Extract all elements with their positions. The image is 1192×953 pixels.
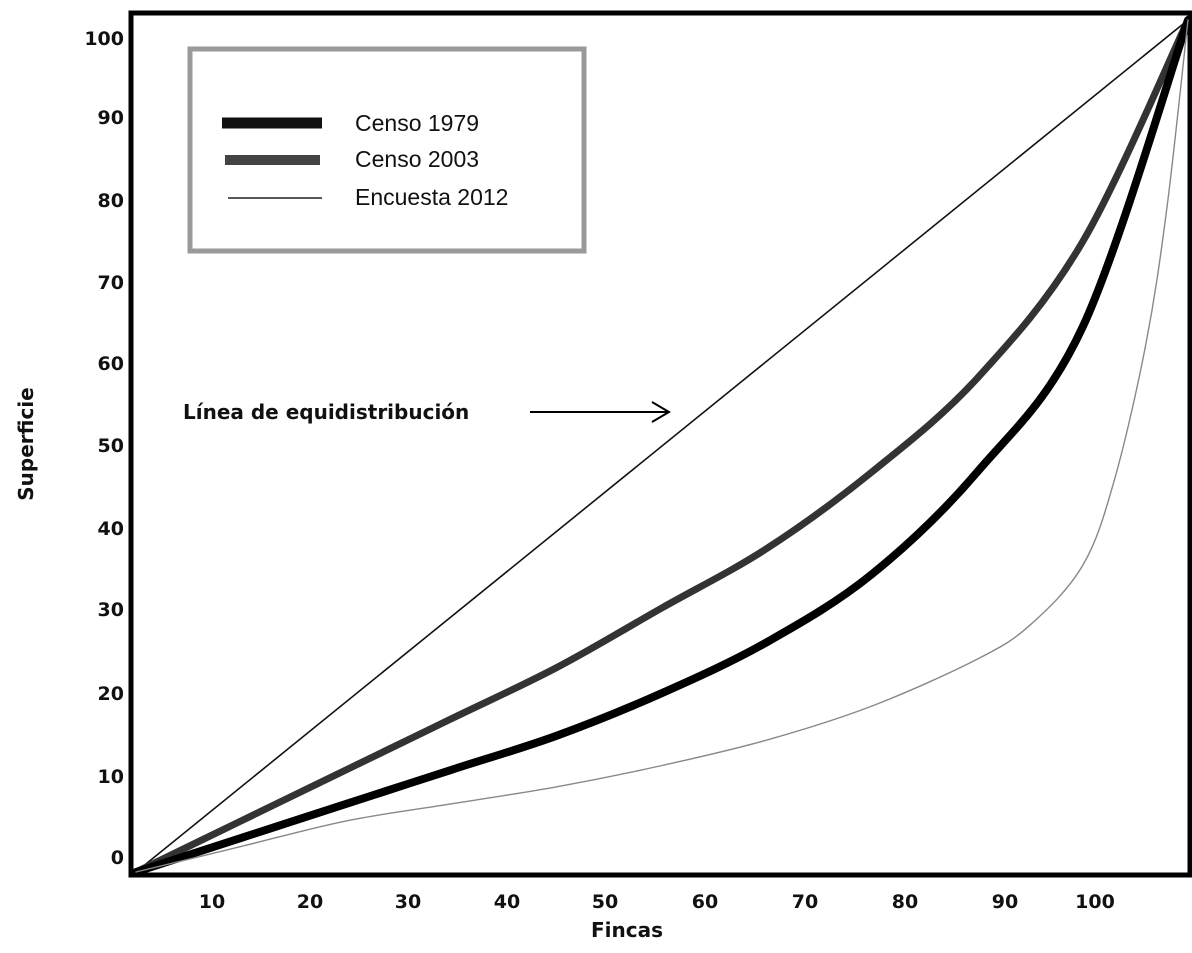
y-tick-label: 10 — [98, 766, 124, 788]
legend-box — [187, 46, 587, 254]
y-tick-label: 90 — [98, 107, 124, 129]
x-tick-label: 80 — [892, 891, 918, 913]
series-censo-1979 — [132, 16, 1192, 876]
x-tick-label: 50 — [592, 891, 618, 913]
x-tick-labels: 10 20 30 40 50 60 70 80 90 100 — [199, 891, 1115, 913]
series-censo-2003 — [132, 16, 1192, 876]
x-tick-label: 70 — [792, 891, 818, 913]
series-lines — [132, 16, 1192, 876]
annotation: Línea de equidistribución — [183, 400, 671, 424]
legend-label-censo-2003: Censo 2003 — [355, 146, 479, 172]
y-tick-label: 50 — [98, 435, 124, 457]
y-tick-label: 0 — [111, 847, 124, 869]
annotation-arrow-head — [651, 401, 671, 423]
y-axis-label: Superficie — [14, 387, 38, 501]
equidistribution-line — [135, 19, 1189, 873]
y-tick-label: 20 — [98, 683, 124, 705]
x-tick-label: 30 — [395, 891, 421, 913]
y-tick-label: 60 — [98, 353, 124, 375]
x-tick-label: 10 — [199, 891, 225, 913]
y-tick-labels: 0 10 20 30 40 50 60 70 80 90 100 — [84, 28, 124, 869]
y-tick-label: 30 — [98, 599, 124, 621]
x-tick-label: 20 — [297, 891, 323, 913]
series-encuesta-2012 — [135, 19, 1189, 873]
x-tick-label: 90 — [992, 891, 1018, 913]
y-tick-label: 40 — [98, 518, 124, 540]
y-tick-label: 70 — [98, 272, 124, 294]
x-tick-label: 40 — [494, 891, 520, 913]
plot-frame — [128, 10, 1192, 878]
legend-label-encuesta-2012: Encuesta 2012 — [355, 184, 508, 210]
y-tick-label: 80 — [98, 190, 124, 212]
x-tick-label: 100 — [1075, 891, 1115, 913]
x-tick-label: 60 — [692, 891, 718, 913]
annotation-text: Línea de equidistribución — [183, 400, 469, 424]
legend: Censo 1979 Censo 2003 Encuesta 2012 — [187, 46, 587, 254]
y-tick-label: 100 — [84, 28, 124, 50]
x-axis-label: Fincas — [591, 918, 663, 942]
legend-label-censo-1979: Censo 1979 — [355, 110, 479, 136]
